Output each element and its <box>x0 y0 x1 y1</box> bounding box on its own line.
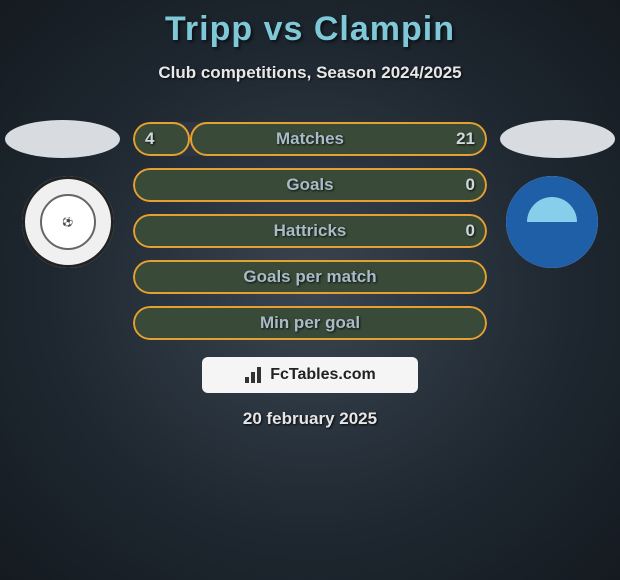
stat-row: Goals per match <box>133 260 487 294</box>
club-logo-right <box>506 176 598 268</box>
subtitle: Club competitions, Season 2024/2025 <box>0 63 620 83</box>
stat-label: Hattricks <box>133 214 487 248</box>
stats-panel: Matches421Goals0Hattricks0Goals per matc… <box>133 122 487 352</box>
stat-row: Hattricks0 <box>133 214 487 248</box>
stat-value-right: 0 <box>454 168 487 202</box>
stat-label: Goals per match <box>133 260 487 294</box>
stat-row: Goals0 <box>133 168 487 202</box>
branding-text: FcTables.com <box>270 366 376 384</box>
gateshead-badge-icon: ⚽ <box>22 176 114 268</box>
stat-label: Min per goal <box>133 306 487 340</box>
stat-value-right: 21 <box>444 122 487 156</box>
left-shadow-ellipse <box>5 120 120 158</box>
stat-label: Goals <box>133 168 487 202</box>
date-label: 20 february 2025 <box>0 409 620 429</box>
bar-chart-icon <box>244 366 264 384</box>
club-logo-left: ⚽ <box>22 176 114 268</box>
right-shadow-ellipse <box>500 120 615 158</box>
stat-row: Matches4 21 <box>133 122 487 156</box>
stat-value-left: 4 <box>133 122 166 156</box>
stat-row: Min per goal <box>133 306 487 340</box>
page-title: Tripp vs Clampin <box>0 0 620 49</box>
stat-label: Matches <box>133 122 487 156</box>
braintree-badge-icon <box>506 176 598 268</box>
branding-badge: FcTables.com <box>202 357 418 393</box>
stat-value-right: 0 <box>454 214 487 248</box>
